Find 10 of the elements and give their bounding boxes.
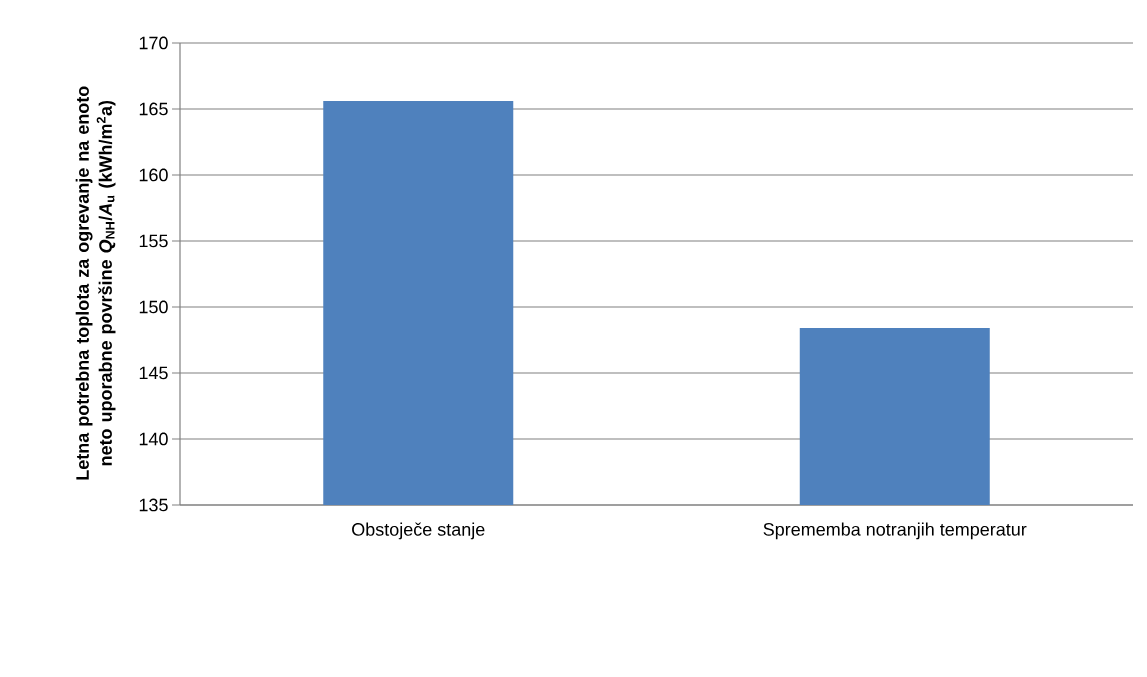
y-tick-label: 170 bbox=[139, 36, 168, 50]
x-tick-label: Sprememba notranjih temperatur bbox=[763, 522, 1027, 540]
y-tick-label: 165 bbox=[139, 102, 168, 116]
y-tick-label: 160 bbox=[139, 168, 168, 182]
y-tick-label: 145 bbox=[139, 366, 168, 380]
y-tick-label: 135 bbox=[139, 498, 168, 512]
y-tick-label: 140 bbox=[139, 432, 168, 446]
y-tick-label: 150 bbox=[139, 300, 168, 314]
y-tick-label: 155 bbox=[139, 234, 168, 248]
x-tick-label: Obstoječe stanje bbox=[352, 522, 485, 540]
